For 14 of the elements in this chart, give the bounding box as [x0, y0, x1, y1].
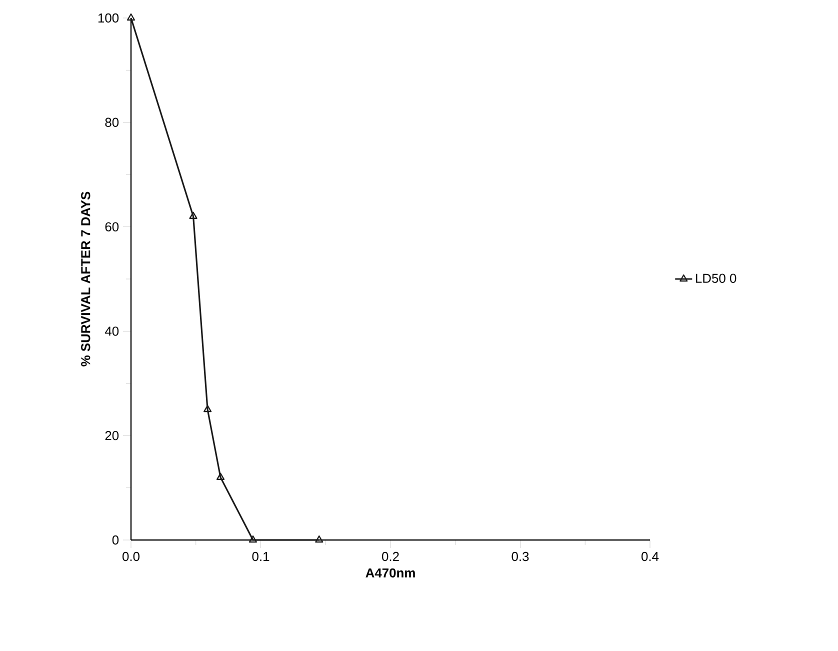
x-tick-label: 0.3 — [512, 552, 529, 562]
x-tick-label: 0.1 — [252, 552, 270, 562]
x-tick-label: 0.4 — [642, 552, 659, 562]
legend-label: LD50 0 — [696, 274, 736, 283]
y-tick-label: 20 — [105, 431, 119, 440]
y-tick-label: 80 — [105, 118, 119, 127]
y-tick-label: 0 — [112, 535, 119, 545]
y-tick-label: 40 — [104, 326, 119, 336]
y-axis-title: % SURVIVAL AFTER 7 DAYS — [81, 192, 90, 366]
y-tick-label: 100 — [98, 13, 119, 23]
x-axis-title: A470nm — [366, 568, 415, 578]
x-tick-label: 0.0 — [122, 552, 140, 562]
y-tick-label: 60 — [105, 222, 119, 232]
x-tick-label: 0.2 — [382, 552, 399, 562]
